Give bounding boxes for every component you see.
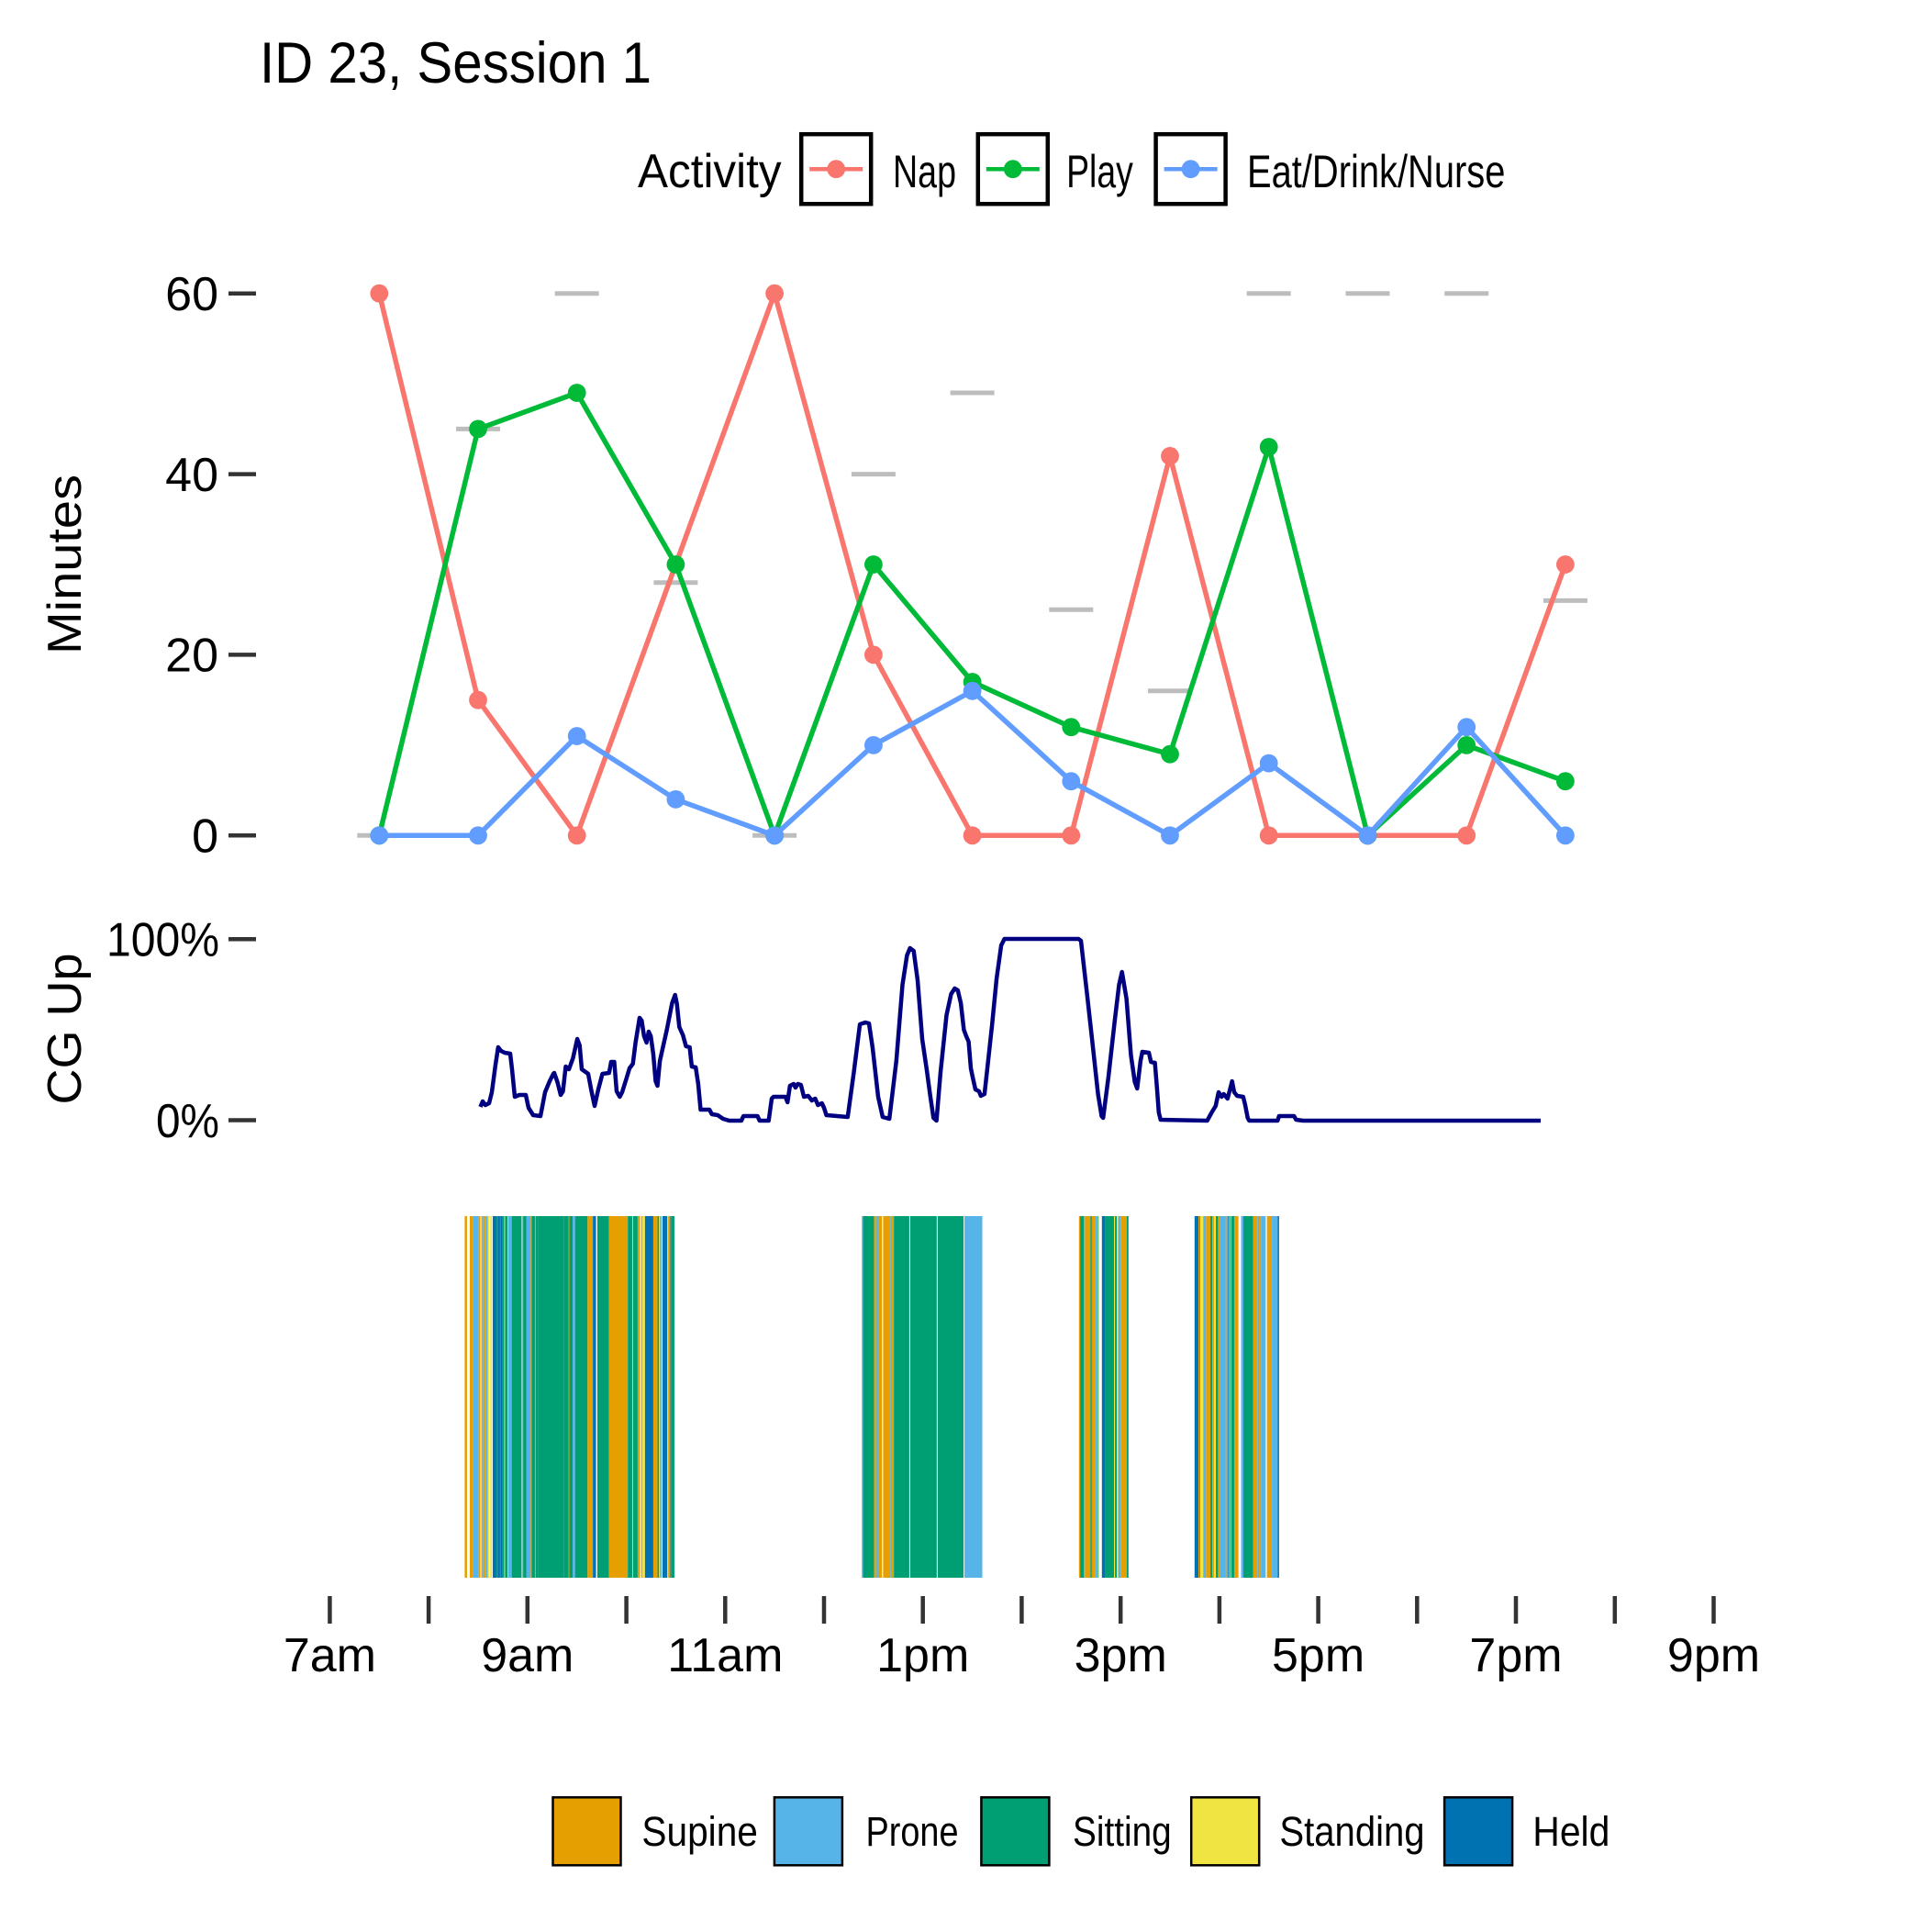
svg-text:11am: 11am (667, 1629, 783, 1682)
svg-text:Prone: Prone (866, 1808, 959, 1855)
svg-text:9am: 9am (481, 1629, 574, 1682)
svg-text:0%: 0% (156, 1095, 219, 1148)
svg-text:Activity: Activity (638, 145, 782, 198)
svg-text:Standing: Standing (1279, 1808, 1424, 1855)
svg-text:5pm: 5pm (1272, 1629, 1364, 1682)
svg-text:Play: Play (1066, 146, 1133, 197)
svg-text:60: 60 (165, 268, 218, 321)
svg-text:40: 40 (165, 449, 218, 502)
svg-text:Minutes: Minutes (39, 475, 92, 654)
svg-text:20: 20 (165, 630, 218, 683)
svg-text:9pm: 9pm (1667, 1629, 1760, 1682)
svg-text:ID 23, Session 1: ID 23, Session 1 (260, 31, 652, 95)
svg-text:7am: 7am (284, 1629, 376, 1682)
svg-text:Sitting: Sitting (1073, 1808, 1172, 1855)
svg-text:CG Up: CG Up (39, 954, 92, 1105)
svg-text:Supine: Supine (641, 1808, 758, 1855)
svg-text:100%: 100% (106, 914, 219, 967)
svg-text:1pm: 1pm (876, 1629, 969, 1682)
svg-text:7pm: 7pm (1469, 1629, 1562, 1682)
svg-text:3pm: 3pm (1075, 1629, 1167, 1682)
svg-text:Held: Held (1532, 1808, 1610, 1855)
svg-text:Eat/Drink/Nurse: Eat/Drink/Nurse (1247, 146, 1505, 197)
svg-text:0: 0 (192, 810, 218, 864)
svg-text:Nap: Nap (893, 146, 956, 197)
